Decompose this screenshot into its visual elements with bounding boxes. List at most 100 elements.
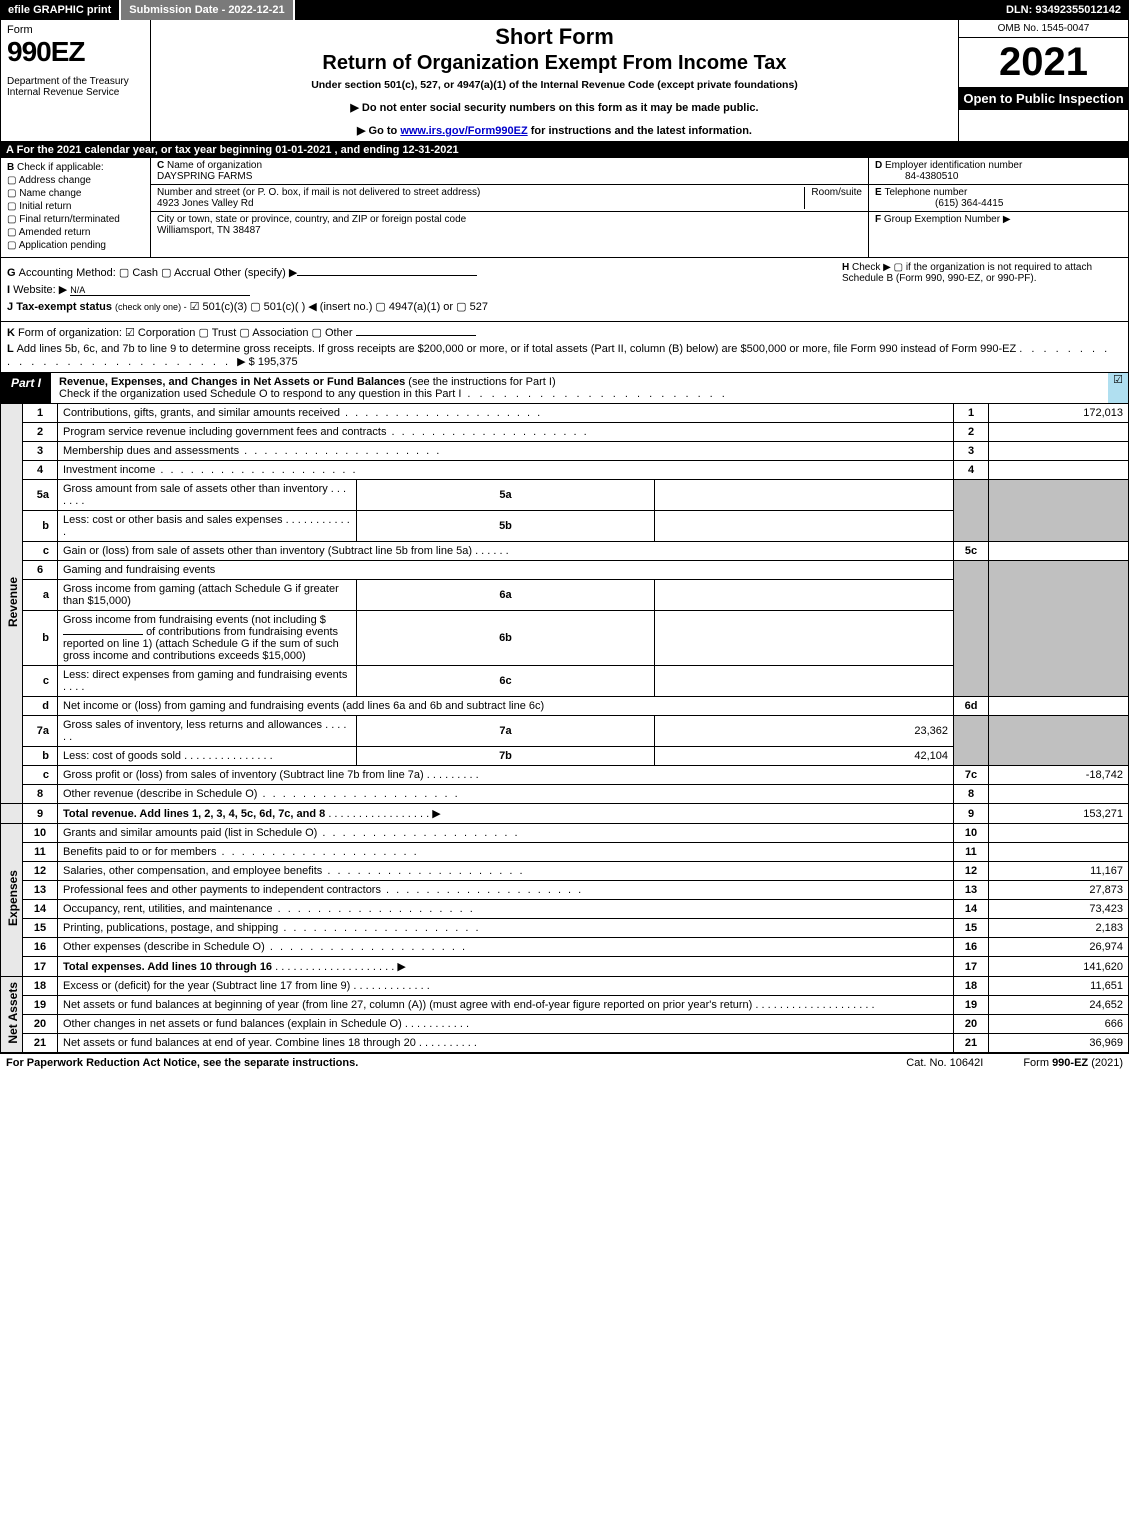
g-other-field[interactable] [297, 275, 477, 276]
expenses-label: Expenses [1, 824, 23, 977]
line-4-val [989, 461, 1129, 480]
j-label: Tax-exempt status [16, 301, 112, 313]
form-number: 990EZ [7, 36, 144, 68]
street-value: 4923 Jones Valley Rd [157, 198, 254, 209]
line-6-desc: Gaming and fundraising events [58, 561, 954, 580]
submission-date: Submission Date - 2022-12-21 [121, 0, 294, 20]
line-19-desc: Net assets or fund balances at beginning… [58, 996, 954, 1015]
line-3-val [989, 442, 1129, 461]
line-12-desc: Salaries, other compensation, and employ… [58, 862, 954, 881]
line-6-shaded-val [989, 561, 1129, 697]
group-arrow: ▶ [1003, 214, 1011, 225]
line-5b-sub: 5b [356, 511, 655, 542]
line-6a-desc: Gross income from gaming (attach Schedul… [58, 580, 357, 611]
l-amount: ▶ $ 195,375 [237, 356, 297, 368]
line-5a-desc: Gross amount from sale of assets other t… [58, 480, 357, 511]
chk-name-change[interactable]: Name change [7, 188, 144, 199]
line-21-desc: Net assets or fund balances at end of ye… [58, 1034, 954, 1053]
l-text: Add lines 5b, 6c, and 7b to line 9 to de… [17, 343, 1017, 355]
city-value: Williamsport, TN 38487 [157, 225, 261, 236]
line-6b-sub: 6b [356, 611, 655, 666]
col-d: D Employer identification number 84-4380… [868, 158, 1128, 257]
k-label: Form of organization: [18, 327, 122, 339]
room-suite: Room/suite [804, 187, 862, 209]
under-section: Under section 501(c), 527, or 4947(a)(1)… [157, 79, 952, 91]
part1-checkbox[interactable]: ☑ [1108, 373, 1128, 403]
line-8-numcol: 8 [954, 785, 989, 804]
chk-address-change[interactable]: Address change [7, 175, 144, 186]
line-19-val: 24,652 [989, 996, 1129, 1015]
line-10-desc: Grants and similar amounts paid (list in… [58, 824, 954, 843]
line-7b-desc: Less: cost of goods sold . . . . . . . .… [58, 747, 357, 766]
department: Department of the Treasury Internal Reve… [7, 76, 144, 98]
netassets-label: Net Assets [1, 977, 23, 1053]
org-name-label: Name of organization [167, 160, 262, 171]
line-16-val: 26,974 [989, 938, 1129, 957]
line-15-numcol: 15 [954, 919, 989, 938]
line-1-num: 1 [23, 404, 58, 423]
line-20-numcol: 20 [954, 1015, 989, 1034]
line-6d-desc: Net income or (loss) from gaming and fun… [58, 697, 954, 716]
line-5c-numcol: 5c [954, 542, 989, 561]
col-b-title: Check if applicable: [17, 162, 104, 173]
j-sub: (check only one) - [115, 302, 187, 312]
j-line: J Tax-exempt status (check only one) - ☑… [7, 300, 1122, 313]
city-row: City or town, state or province, country… [151, 212, 868, 238]
line-8-desc: Other revenue (describe in Schedule O) [58, 785, 954, 804]
chk-final-return[interactable]: Final return/terminated [7, 214, 144, 225]
phone-value: (615) 364-4415 [875, 198, 1003, 209]
line-14-numcol: 14 [954, 900, 989, 919]
j-options: ☑ 501(c)(3) ▢ 501(c)( ) ◀ (insert no.) ▢… [190, 301, 488, 313]
ssn-warning: ▶ Do not enter social security numbers o… [157, 101, 952, 114]
ein-value: 84-4380510 [875, 171, 958, 182]
efile-label: efile GRAPHIC print [0, 0, 121, 20]
k-other-field[interactable] [356, 335, 476, 336]
col-c: C Name of organization DAYSPRING FARMS N… [151, 158, 868, 257]
top-bar: efile GRAPHIC print Submission Date - 20… [0, 0, 1129, 20]
line-18-desc: Excess or (deficit) for the year (Subtra… [58, 977, 954, 996]
line-16-numcol: 16 [954, 938, 989, 957]
inspection-badge: Open to Public Inspection [959, 87, 1128, 110]
line-1-desc: Contributions, gifts, grants, and simila… [58, 404, 954, 423]
chk-application-pending[interactable]: Application pending [7, 240, 144, 251]
footer-catno: Cat. No. 10642I [906, 1057, 983, 1069]
line-17-val: 141,620 [989, 957, 1129, 977]
line-5c-desc: Gain or (loss) from sale of assets other… [58, 542, 954, 561]
omb-number: OMB No. 1545-0047 [959, 20, 1128, 38]
line-6a-subval [655, 580, 954, 611]
street-label: Number and street (or P. O. box, if mail… [157, 187, 480, 198]
line-11-numcol: 11 [954, 843, 989, 862]
line-7b-subval: 42,104 [655, 747, 954, 766]
part1-title-main: Revenue, Expenses, and Changes in Net As… [59, 376, 405, 388]
ein-label: Employer identification number [885, 160, 1022, 171]
line-7c-val: -18,742 [989, 766, 1129, 785]
line-2-numcol: 2 [954, 423, 989, 442]
line-4-numcol: 4 [954, 461, 989, 480]
footer: For Paperwork Reduction Act Notice, see … [0, 1053, 1129, 1072]
line-14-desc: Occupancy, rent, utilities, and maintena… [58, 900, 954, 919]
section-a-text: For the 2021 calendar year, or tax year … [17, 144, 459, 156]
line-7c-numcol: 7c [954, 766, 989, 785]
phone-label: Telephone number [884, 187, 967, 198]
line-6a-sub: 6a [356, 580, 655, 611]
city-label: City or town, state or province, country… [157, 214, 466, 225]
line-1-val: 172,013 [989, 404, 1129, 423]
line-6d-numcol: 6d [954, 697, 989, 716]
chk-initial-return[interactable]: Initial return [7, 201, 144, 212]
irs-link[interactable]: www.irs.gov/Form990EZ [400, 125, 527, 137]
header-center: Short Form Return of Organization Exempt… [151, 20, 958, 141]
i-label: Website: ▶ [13, 284, 67, 296]
chk-amended-return[interactable]: Amended return [7, 227, 144, 238]
g-label: Accounting Method: [19, 267, 116, 279]
line-5b-desc: Less: cost or other basis and sales expe… [58, 511, 357, 542]
tax-year: 2021 [959, 38, 1128, 87]
revenue-label: Revenue [1, 404, 23, 804]
group-label: Group Exemption Number [884, 214, 1000, 225]
part1-title: Revenue, Expenses, and Changes in Net As… [51, 373, 1108, 403]
line-7a-sub: 7a [356, 716, 655, 747]
line-4-desc: Investment income [58, 461, 954, 480]
line-10-val [989, 824, 1129, 843]
website-value: N/A [70, 285, 250, 296]
line-6b-subval [655, 611, 954, 666]
line-19-numcol: 19 [954, 996, 989, 1015]
